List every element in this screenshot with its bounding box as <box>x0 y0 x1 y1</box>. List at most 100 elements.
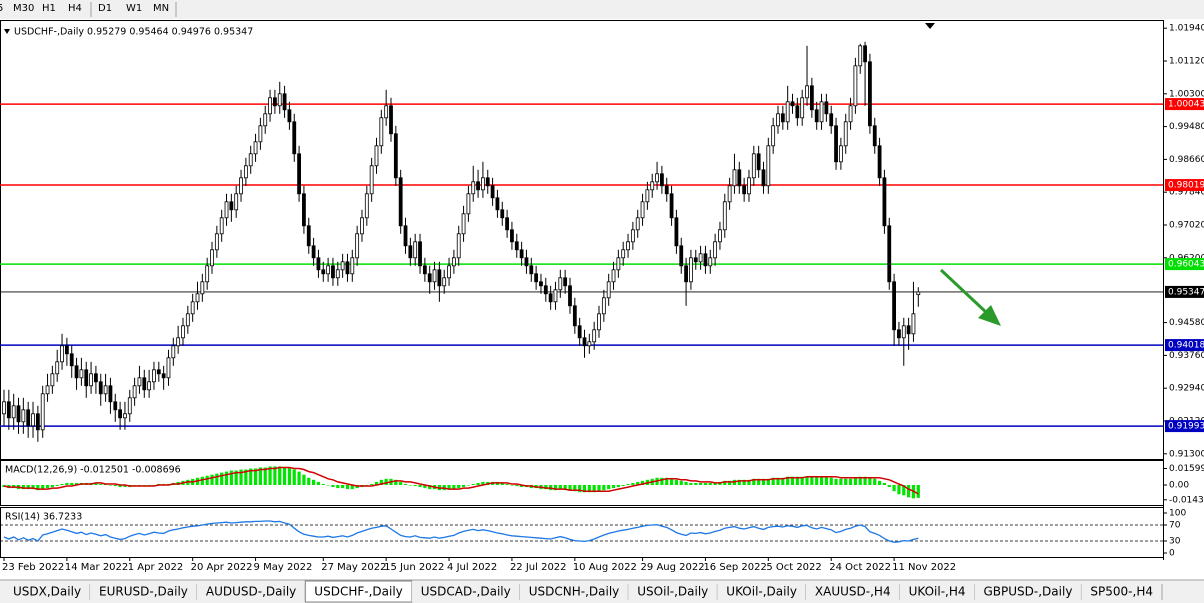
candle-body <box>166 357 171 379</box>
candle-body <box>161 373 166 379</box>
candle-body <box>790 101 795 107</box>
macd-bar <box>520 484 524 488</box>
macd-bar <box>379 479 383 485</box>
level-label-bg <box>1165 98 1204 111</box>
macd-bar <box>413 484 417 487</box>
macd-bar <box>805 476 809 485</box>
candle-body <box>476 181 480 191</box>
macd-bar <box>766 478 770 485</box>
candle-body <box>814 109 819 123</box>
tab[interactable]: USDX,Daily <box>13 585 81 599</box>
tab-bg <box>411 581 520 602</box>
candle-body <box>239 177 243 195</box>
candle-body <box>780 113 785 123</box>
last-price-label-bg <box>1165 285 1204 298</box>
y-tick-label: 0.92940 <box>1169 384 1204 394</box>
macd-bar <box>558 484 562 490</box>
tab[interactable]: XAUUSD-,H4 <box>815 585 891 599</box>
tab[interactable]: EURUSD-,Daily <box>99 585 188 599</box>
candle-body <box>456 233 461 259</box>
macd-bar <box>26 484 30 490</box>
macd-bar <box>578 484 582 493</box>
macd-bar <box>50 484 54 488</box>
timeframe-button[interactable]: 5 <box>0 3 3 14</box>
candle-body <box>418 241 422 267</box>
macd-bar <box>447 484 451 490</box>
candle-body <box>771 125 776 147</box>
macd-bar <box>234 470 238 485</box>
macd-bar <box>55 484 59 487</box>
tab[interactable]: AUDUSD-,Daily <box>206 585 296 599</box>
timeframe-button[interactable]: H4 <box>68 3 82 14</box>
y-tick-label: 1.01120 <box>1169 57 1204 67</box>
timeframe-button[interactable]: W1 <box>126 3 142 14</box>
macd-bar <box>863 476 867 485</box>
candle-body <box>592 329 597 343</box>
timeframe-button[interactable]: M30 <box>13 3 34 14</box>
tab[interactable]: SP500-,H4 <box>1090 585 1153 599</box>
candle-body <box>756 153 761 171</box>
candle-body <box>611 269 616 283</box>
candle-body <box>16 405 21 423</box>
y-tick-label: 0.01599 <box>1169 464 1204 474</box>
candle-body <box>848 105 853 123</box>
candle-body <box>911 313 916 335</box>
candle-body <box>219 217 224 235</box>
macd-bar <box>423 484 427 489</box>
macd-bar <box>31 484 35 490</box>
candle-body <box>268 97 272 115</box>
chart-shift-marker <box>925 23 935 29</box>
candle-body <box>379 117 384 147</box>
timeframe-button[interactable]: H1 <box>42 3 56 14</box>
candle-body <box>437 269 442 287</box>
candle-body <box>901 325 906 339</box>
candle-body <box>195 293 200 303</box>
tab[interactable]: GBPUSD-,Daily <box>984 585 1073 599</box>
tab[interactable]: USDCNH-,Daily <box>529 585 620 599</box>
candle-body <box>103 385 108 395</box>
macd-bar <box>786 476 790 485</box>
candle-body <box>461 213 466 235</box>
macd-bar <box>907 484 911 498</box>
candle-body <box>824 101 829 115</box>
candle-body <box>156 369 161 375</box>
candle-body <box>302 193 306 227</box>
candle-body <box>350 257 355 275</box>
macd-bar <box>200 476 204 485</box>
tab[interactable]: USDCAD-,Daily <box>421 585 511 599</box>
macd-bar <box>771 477 775 485</box>
candle-body <box>727 185 732 203</box>
y-tick-label: 100 <box>1169 509 1186 519</box>
candle-body <box>113 401 118 411</box>
candle-body <box>529 265 534 275</box>
tab[interactable]: UKOil-,H4 <box>909 585 966 599</box>
macd-bar <box>336 484 340 489</box>
candle-body <box>321 269 326 275</box>
candle-body <box>751 153 756 179</box>
candle-body <box>142 377 147 391</box>
macd-bar <box>607 484 611 490</box>
macd-bar <box>699 482 703 485</box>
candle-body <box>413 241 418 259</box>
tab[interactable]: USOil-,Daily <box>637 585 708 599</box>
macd-bar <box>220 472 224 485</box>
candle-body <box>98 381 103 395</box>
tab[interactable]: UKOil-,Daily <box>726 585 797 599</box>
macd-bar <box>669 478 674 485</box>
y-tick-label: -0.01432 <box>1169 495 1204 505</box>
candle-body <box>872 125 877 147</box>
x-tick-label: 15 Jun 2022 <box>384 562 444 573</box>
timeframe-button[interactable]: MN <box>153 3 169 14</box>
macd-bar <box>374 481 379 485</box>
candle-body <box>626 241 630 251</box>
candle-body <box>669 193 674 219</box>
macd-bar <box>229 470 233 485</box>
macd-bar <box>819 476 824 485</box>
candle-body <box>210 249 214 267</box>
tab[interactable]: USDCHF-,Daily <box>314 585 402 599</box>
macd-bar <box>147 484 151 486</box>
timeframe-button[interactable]: D1 <box>98 3 112 14</box>
macd-bar <box>597 484 601 492</box>
macd-bar <box>249 468 253 485</box>
macd-bar <box>853 477 857 485</box>
